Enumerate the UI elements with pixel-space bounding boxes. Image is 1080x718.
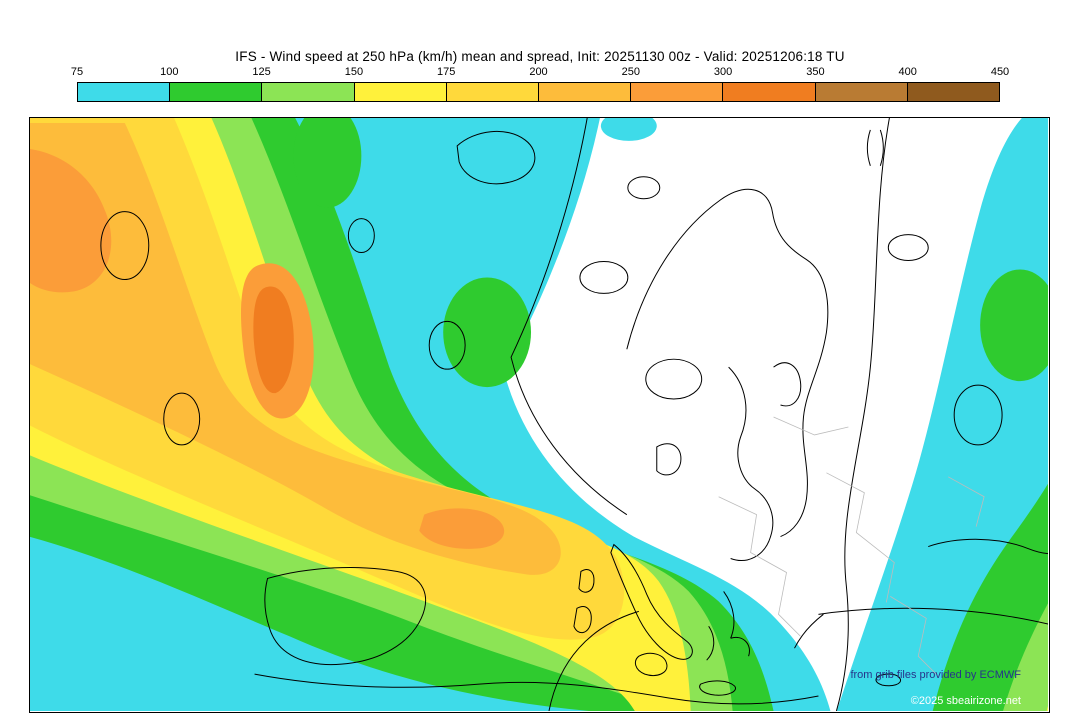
contour-lines <box>100 118 1048 711</box>
spread-loop-2 <box>579 261 629 294</box>
colorbar-segment <box>170 83 263 101</box>
coastline-crete <box>699 680 736 696</box>
colorbar-segment <box>631 83 724 101</box>
spread-loop-5 <box>953 384 1003 446</box>
wind-speed-map <box>30 118 1048 711</box>
colorbar-tick-label: 150 <box>344 66 364 78</box>
colorbar-tick-label: 450 <box>990 66 1010 78</box>
fill-yellow-right-corner <box>1046 705 1048 711</box>
border-line-4 <box>890 596 939 677</box>
colorbar-segment <box>446 83 540 101</box>
colorbar-segment <box>354 83 447 101</box>
fill-lightgreen-right <box>1003 603 1048 711</box>
wind-fill-layers <box>30 118 1048 711</box>
country-borders <box>718 416 985 677</box>
colorbar-tick-label: 125 <box>252 66 271 78</box>
spread-contour-south <box>548 610 639 711</box>
colorbar-segments <box>77 82 1000 102</box>
fill-green-right-mid <box>980 269 1048 382</box>
spread-loop-7 <box>347 218 375 254</box>
coastline-scandinavia <box>626 189 829 538</box>
border-line-3 <box>773 416 849 436</box>
spread-loop-6 <box>428 320 466 370</box>
colorbar-segment <box>78 83 171 101</box>
colorbar-segment <box>815 83 908 101</box>
coastline-sardinia <box>573 606 592 634</box>
fill-orange-south <box>419 508 505 549</box>
chart-title: IFS - Wind speed at 250 hPa (km/h) mean … <box>235 49 845 64</box>
fill-green-right <box>932 483 1048 711</box>
fill-cyan-top-speck <box>600 118 657 141</box>
credit-copyright: ©2025 sbeairizone.net <box>910 695 1021 707</box>
spread-loop-1 <box>627 176 661 200</box>
border-line-5 <box>948 476 985 527</box>
fill-amber-main <box>30 122 561 575</box>
spread-contour-tongue <box>510 118 628 516</box>
colorbar-tick-label: 300 <box>713 66 733 78</box>
colorbar-tick-label: 100 <box>160 66 179 78</box>
colorbar-tick-label: 350 <box>806 66 825 78</box>
border-line-2 <box>826 472 895 603</box>
colorbar-tick-label: 200 <box>529 66 548 78</box>
coastline-black-sea <box>928 538 1048 555</box>
spread-loop-9 <box>163 392 201 446</box>
coastline-corsica <box>578 569 595 593</box>
coastline-turkey <box>794 607 1048 649</box>
coastline-italy <box>610 543 693 660</box>
colorbar-tick-label: 250 <box>621 66 640 78</box>
fill-orange-corner <box>30 149 112 293</box>
fill-green-tongue-2 <box>443 277 532 388</box>
colorbar: 75 100 125 150 175 200 250 300 350 400 450 <box>71 66 1009 102</box>
colorbar-segment <box>723 83 816 101</box>
coastline-cyprus <box>875 673 901 687</box>
fill-deep-orange-core <box>253 286 294 394</box>
coastline-denmark <box>656 443 682 476</box>
colorbar-segment <box>907 83 1000 101</box>
colorbar-tick-label: 175 <box>437 66 456 78</box>
credit-ecmwf: from grib files provided by ECMWF <box>850 669 1021 681</box>
border-line-1 <box>718 496 801 637</box>
coastline-iberia <box>264 566 426 666</box>
coastline-iceland <box>456 130 536 185</box>
colorbar-segment <box>539 83 632 101</box>
colorbar-tick-label: 400 <box>898 66 917 78</box>
coastline-sicily <box>634 652 668 677</box>
fill-green-tongue-1 <box>293 118 362 208</box>
spread-mark-left <box>866 129 871 166</box>
map-panel: from grib files provided by ECMWF ©2025 … <box>29 117 1050 713</box>
spread-mark-right <box>879 129 884 166</box>
spread-contour-right <box>835 118 890 711</box>
coastline-greece <box>706 591 750 661</box>
coastline-gulf <box>773 362 802 407</box>
colorbar-segment <box>262 83 355 101</box>
colorbar-tick-label: 75 <box>70 66 84 78</box>
spread-loop-4 <box>887 234 929 262</box>
coastline-baltic <box>728 366 774 561</box>
colorbar-ticks: 75 100 125 150 175 200 250 300 350 400 450 <box>71 66 1009 80</box>
spread-loop-8 <box>100 211 150 280</box>
spread-loop-3 <box>645 358 703 400</box>
